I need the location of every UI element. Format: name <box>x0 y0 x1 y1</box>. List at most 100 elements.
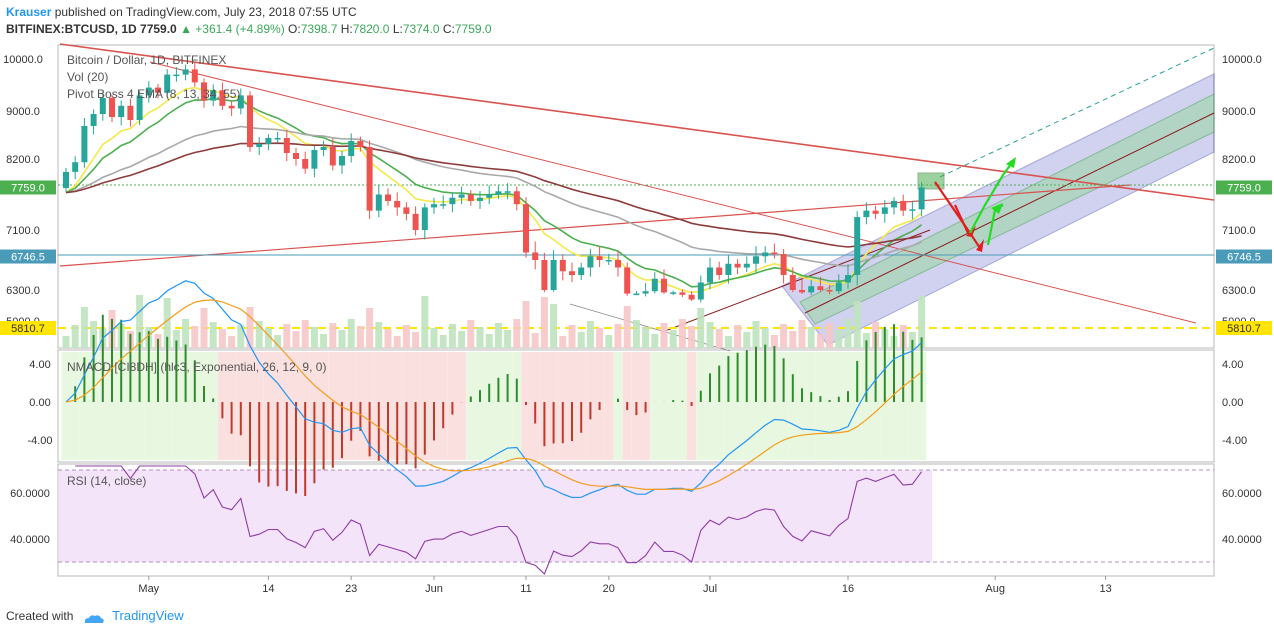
price-tick-right: 8200.0 <box>1222 154 1256 166</box>
volume-bar <box>163 298 171 348</box>
candle-body <box>559 260 566 272</box>
candle-body <box>109 98 115 117</box>
candle-body <box>385 194 391 201</box>
macd-shade-cell <box>668 352 678 460</box>
macd-shade-cell <box>769 352 779 460</box>
macd-shade-cell <box>153 352 163 460</box>
volume-bar <box>458 331 466 348</box>
chart-canvas[interactable]: 10000.0 10000.0 9000.0 9000.0 8200.0 8200.0 71… <box>0 40 1274 602</box>
candle-body <box>670 292 677 294</box>
candle-body <box>725 263 732 275</box>
volume-bar <box>540 297 548 348</box>
volume-bar <box>770 335 778 348</box>
macd-shade-cell <box>70 352 80 460</box>
candle-body <box>412 213 419 230</box>
close-value: 7759.0 <box>454 22 492 36</box>
volume-bar <box>320 334 328 348</box>
volume-bar <box>136 295 144 348</box>
volume-bar <box>752 321 760 348</box>
candle-body <box>615 260 621 268</box>
volume-bar <box>301 320 309 348</box>
candle-body <box>63 171 69 189</box>
price-tick-left: 10000.0 <box>3 54 43 66</box>
volume-bar <box>550 304 558 348</box>
candle-body <box>753 256 759 264</box>
candle-body <box>201 82 207 101</box>
candle-body <box>605 260 612 262</box>
macd-shade-cell <box>79 352 89 460</box>
candle-body <box>219 90 226 106</box>
candle-body <box>210 90 217 101</box>
price-tick-right: 9000.0 <box>1222 106 1256 118</box>
macd-shade-cell <box>503 352 513 460</box>
candle-body <box>118 105 125 117</box>
candle-body <box>237 95 244 109</box>
volume-bar <box>402 325 410 348</box>
volume-bar <box>697 308 705 348</box>
macd-shade-cell <box>521 352 531 460</box>
candle-body <box>191 69 198 83</box>
volume-bar <box>283 324 291 348</box>
volume-bar <box>467 320 475 348</box>
time-axis: May 14 23 Jun 11 20 Jul 16 Aug 13 <box>138 576 1112 595</box>
macd-shade-cell <box>788 352 798 460</box>
candle-body <box>651 278 658 292</box>
author-link[interactable]: Krauser <box>6 5 52 19</box>
candle-body <box>734 263 741 268</box>
volume-bar <box>228 336 236 348</box>
candle-body <box>909 209 916 211</box>
volume-bar <box>237 325 245 348</box>
up-triangle-icon: ▲ <box>180 22 192 36</box>
price-tag-right-text: 6746.5 <box>1227 252 1261 264</box>
publish-line: Krauser published on TradingView.com, Ju… <box>6 4 1268 21</box>
macd-tick-right: 0.00 <box>1222 397 1243 409</box>
macd-shade-cell <box>834 352 844 460</box>
volume-bar <box>522 301 530 348</box>
macd-shade-cell <box>457 352 467 460</box>
volume-bar <box>71 325 79 348</box>
volume-bar <box>559 336 567 348</box>
macd-shade-cell <box>162 352 172 460</box>
macd-shade-cell <box>125 352 135 460</box>
price-tag-left-text: 7759.0 <box>11 182 45 194</box>
candle-body <box>136 95 143 120</box>
macd-shade-cell <box>484 352 494 460</box>
macd-tick-right: -4.00 <box>1222 435 1247 447</box>
volume-bar <box>706 322 714 348</box>
candle-body <box>854 217 861 275</box>
candle-body <box>835 282 842 292</box>
macd-shade-cell <box>650 352 660 460</box>
volume-bar <box>218 329 226 348</box>
tradingview-cloud-icon <box>83 611 105 623</box>
candle-body <box>808 286 815 293</box>
candle-body <box>283 138 290 153</box>
macd-shade-cell <box>705 352 715 460</box>
rsi-tick-right: 40.0000 <box>1222 534 1262 546</box>
candle-body <box>486 194 493 198</box>
volume-bar <box>632 320 640 348</box>
macd-shade-cell <box>512 352 522 460</box>
candle-body <box>320 147 327 150</box>
candle-body <box>357 141 364 147</box>
macd-shade-cell <box>466 352 476 460</box>
time-tick-label: 13 <box>1099 583 1111 595</box>
volume-bar <box>596 328 604 348</box>
macd-shade-cell <box>852 352 862 460</box>
volume-bar <box>807 327 815 348</box>
price-tick-right: 6300.0 <box>1222 285 1256 297</box>
volume-bar <box>430 328 438 348</box>
price-tag-right-text: 7759.0 <box>1227 182 1261 194</box>
tradingview-link[interactable]: TradingView <box>112 608 184 623</box>
volume-bar <box>375 322 383 348</box>
volume-bar <box>798 320 806 348</box>
close-label: C: <box>442 22 455 36</box>
candle-body <box>256 144 263 147</box>
candle-body <box>431 204 437 208</box>
macd-shade-cell <box>604 352 614 460</box>
macd-shade-cell <box>613 352 623 460</box>
macd-shade-cell <box>61 352 71 460</box>
candle-body <box>228 105 235 109</box>
candles <box>63 62 925 303</box>
candle-body <box>762 252 769 257</box>
macd-tick-left: 4.00 <box>29 359 50 371</box>
